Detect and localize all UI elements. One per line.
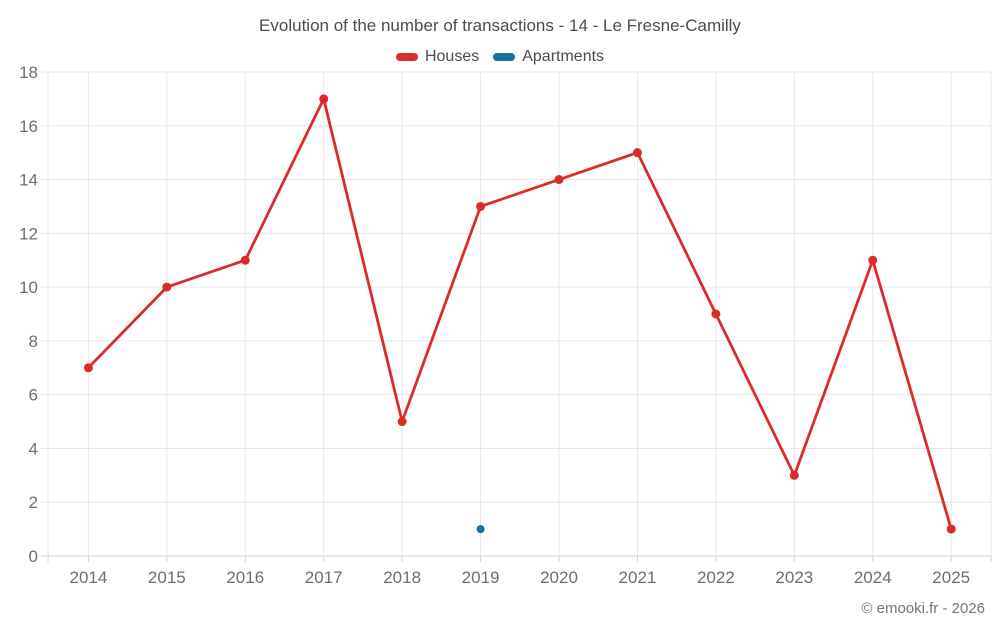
x-axis-label: 2014 [69,568,107,587]
x-axis-label: 2024 [854,568,892,587]
x-axis-label: 2025 [932,568,970,587]
y-axis-label: 8 [29,332,38,351]
y-axis-label: 12 [19,224,38,243]
legend-item-houses[interactable]: Houses [395,48,480,66]
x-axis-label: 2016 [226,568,264,587]
houses-point-2023[interactable] [789,470,799,480]
x-axis-label: 2018 [383,568,421,587]
y-axis-label: 14 [19,171,38,190]
apartments-point-2019[interactable] [476,525,485,534]
y-axis-label: 6 [29,386,38,405]
y-axis-label: 0 [29,547,38,566]
y-axis-label: 18 [19,63,38,82]
x-axis-label: 2017 [305,568,343,587]
apartments-swatch-icon [493,53,516,61]
legend-item-apartments[interactable]: Apartments [493,48,604,66]
houses-point-2016[interactable] [240,255,250,265]
houses-line [87,97,953,531]
y-axis-label: 2 [29,493,38,512]
houses-point-2021[interactable] [632,148,642,158]
y-axis-label: 16 [19,117,38,136]
houses-point-2018[interactable] [397,417,407,427]
copyright: © emooki.fr - 2026 [861,600,985,617]
houses-swatch-icon [395,53,418,61]
houses-point-2020[interactable] [554,175,564,185]
houses-point-2017[interactable] [319,94,329,104]
houses-point-2015[interactable] [162,282,172,292]
houses-point-2022[interactable] [711,309,721,319]
x-axis-label: 2021 [619,568,657,587]
houses-point-2025[interactable] [946,524,956,534]
houses-point-2014[interactable] [83,363,93,373]
x-axis-label: 2022 [697,568,735,587]
chart-title: Evolution of the number of transactions … [259,16,741,35]
legend-label-apartments: Apartments [522,48,605,65]
y-axis-label: 4 [29,439,38,458]
legend-label-houses: Houses [424,48,480,65]
houses-point-2019[interactable] [476,201,486,211]
y-axis-label: 10 [19,278,38,297]
x-axis-label: 2023 [775,568,813,587]
x-axis-label: 2020 [540,568,578,587]
houses-point-2024[interactable] [868,255,878,265]
legend: Houses Apartments [0,47,1000,67]
x-axis-label: 2019 [462,568,500,587]
x-axis-label: 2015 [148,568,186,587]
